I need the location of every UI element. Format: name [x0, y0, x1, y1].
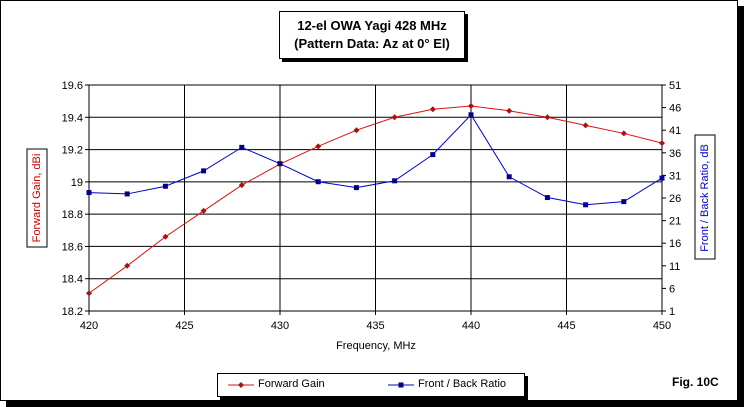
y2-tick-label: 36 [669, 148, 681, 160]
y-axis-label-box [26, 148, 48, 248]
data-point-forward-gain [506, 107, 513, 114]
series-line-front-back [88, 114, 663, 206]
data-point-forward-gain [353, 127, 360, 134]
x-tick-label: 445 [557, 320, 575, 332]
data-point-front-back [353, 185, 359, 191]
y2-tick-label: 31 [669, 170, 681, 182]
data-point-forward-gain [391, 114, 398, 121]
data-point-front-back [621, 199, 627, 205]
y2-tick-label: 51 [669, 80, 681, 92]
data-point-forward-gain [124, 262, 131, 269]
x-tick-label: 420 [80, 320, 98, 332]
y-tick-label: 19.2 [62, 145, 83, 157]
x-tick-label: 425 [175, 320, 193, 332]
y2-axis-label: Front / Back Ratio, dB [699, 144, 711, 252]
y2-tick-label: 11 [669, 261, 680, 273]
data-point-front-back [86, 190, 92, 196]
chart-frame: 12-el OWA Yagi 428 MHz (Pattern Data: Az… [0, 0, 738, 401]
data-point-front-back [506, 174, 512, 180]
x-tick-label: 430 [271, 320, 289, 332]
data-point-front-back [583, 202, 589, 208]
data-point-front-back [544, 195, 550, 201]
data-point-forward-gain [200, 207, 207, 214]
y2-tick-label: 26 [669, 193, 681, 205]
data-point-front-back [277, 161, 283, 167]
data-point-forward-gain [429, 106, 436, 113]
data-point-front-back [468, 112, 474, 118]
x-axis-label: Frequency, MHz [336, 340, 416, 352]
y2-axis-label-box [694, 134, 716, 260]
data-point-forward-gain [582, 122, 589, 129]
data-point-front-back [239, 144, 245, 150]
series-line-forward-gain [88, 105, 663, 294]
y-tick-label: 19.6 [62, 80, 83, 92]
y2-tick-label: 6 [669, 283, 675, 295]
y-axis-label: Forward Gain, dBi [31, 154, 43, 243]
chart-title-box: 12-el OWA Yagi 428 MHz (Pattern Data: Az… [279, 11, 465, 59]
x-tick-label: 435 [366, 320, 384, 332]
legend-label-front-back: Front / Back Ratio [418, 378, 507, 390]
legend-swatch-front-back [388, 382, 414, 388]
figure-label: Fig. 10C [672, 375, 719, 389]
data-point-front-back [430, 152, 436, 158]
chart-subtitle: (Pattern Data: Az at 0° El) [294, 36, 450, 51]
y-tick-label: 18.2 [62, 306, 83, 318]
y2-tick-label: 21 [669, 216, 681, 228]
data-point-forward-gain [659, 140, 665, 147]
data-point-front-back [162, 183, 168, 189]
y-tick-label: 18.4 [62, 274, 83, 286]
data-point-front-back [315, 179, 321, 185]
y-tick-label: 19.4 [62, 112, 83, 124]
legend-swatch-forward-gain [228, 382, 254, 388]
chart-legend: Forward Gain Front / Back Ratio [217, 373, 525, 397]
data-point-forward-gain [162, 233, 169, 240]
y-tick-label: 18.6 [62, 241, 83, 253]
chart-plot: 420 425 430 435 440 445 450 18.2 18.4 18.6 18.8 19 1… [26, 80, 716, 352]
data-point-forward-gain [315, 143, 322, 150]
y2-tick-label: 41 [669, 125, 681, 137]
x-tick-label: 450 [653, 320, 671, 332]
data-point-front-back [392, 178, 398, 184]
data-point-forward-gain [238, 182, 245, 189]
data-point-forward-gain [544, 114, 551, 121]
y-tick-label: 18.8 [62, 209, 83, 221]
legend-label-forward-gain: Forward Gain [258, 378, 325, 390]
y2-tick-label: 16 [669, 238, 681, 250]
data-point-forward-gain [468, 102, 474, 109]
data-point-front-back [201, 168, 207, 174]
data-point-forward-gain [620, 130, 627, 137]
data-point-front-back [124, 191, 130, 197]
x-tick-label: 440 [462, 320, 480, 332]
data-point-forward-gain [86, 290, 92, 297]
data-point-front-back [659, 175, 665, 181]
y-tick-label: 19 [71, 177, 83, 189]
y2-tick-label: 1 [669, 306, 675, 318]
chart-title: 12-el OWA Yagi 428 MHz [297, 18, 447, 33]
y2-tick-label: 46 [669, 103, 681, 115]
